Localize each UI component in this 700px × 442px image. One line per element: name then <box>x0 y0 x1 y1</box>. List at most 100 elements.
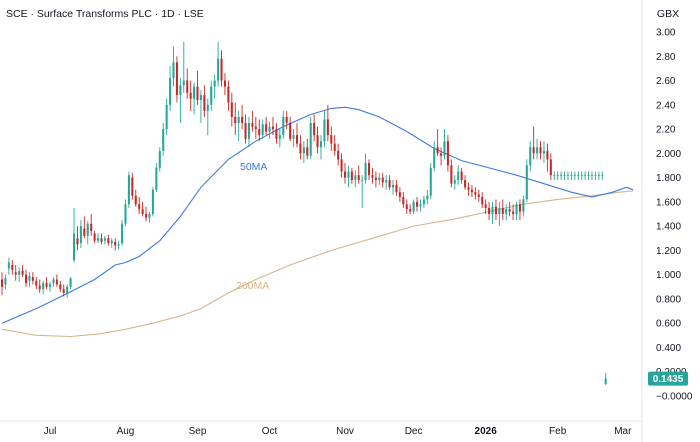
candle <box>18 267 21 282</box>
candle-body <box>347 171 350 178</box>
candle-body <box>162 129 165 151</box>
candle-body <box>316 135 319 148</box>
candle-body <box>484 204 487 208</box>
candle-body <box>261 124 264 136</box>
candle <box>566 171 569 181</box>
candle-body <box>199 95 202 100</box>
candle <box>309 116 312 160</box>
candle <box>213 74 216 99</box>
candle <box>402 192 405 208</box>
candle <box>38 279 41 293</box>
candle <box>234 102 237 136</box>
candle-body <box>340 159 343 172</box>
candle-body <box>416 201 419 207</box>
x-tick-label: 2026 <box>475 426 498 437</box>
candle-body <box>343 171 347 178</box>
candle <box>429 163 432 200</box>
candle-body <box>453 180 456 184</box>
candle <box>371 167 374 184</box>
candle-body <box>265 124 268 132</box>
candle <box>381 172 384 188</box>
candle <box>292 129 295 148</box>
candle-body <box>378 177 381 181</box>
candle-body <box>429 167 432 196</box>
candle-body <box>62 289 65 293</box>
candle-body <box>127 175 130 205</box>
candle-body <box>28 275 31 281</box>
ma50-line <box>1 106 634 324</box>
candle <box>141 201 144 217</box>
candle <box>446 135 449 172</box>
candle <box>241 104 244 130</box>
candle <box>433 141 436 172</box>
candle <box>124 199 127 227</box>
candle <box>210 80 213 111</box>
candle-body <box>309 123 312 156</box>
candle-body <box>21 271 24 275</box>
candle-body <box>114 241 117 246</box>
candle <box>220 50 223 87</box>
candle <box>110 238 113 248</box>
candle <box>536 138 539 160</box>
candle-body <box>460 171 463 181</box>
candle-body <box>573 175 576 176</box>
y-tick-label: 2.000 <box>656 149 681 160</box>
candle <box>515 201 518 221</box>
candle <box>477 189 480 202</box>
candle-body <box>158 150 161 168</box>
candle <box>97 233 100 244</box>
candle <box>525 159 528 202</box>
candle-body <box>251 123 254 127</box>
candle-body <box>560 175 563 176</box>
candle-body <box>79 226 82 244</box>
candle <box>464 175 467 190</box>
candle <box>374 171 377 188</box>
candle <box>532 126 535 160</box>
candle-body <box>498 207 501 214</box>
candle-body <box>470 189 473 193</box>
candle <box>494 199 497 221</box>
candle-body <box>35 280 38 286</box>
candle-body <box>409 209 412 212</box>
candle <box>35 277 38 290</box>
y-tick-label: 2.80 <box>656 52 676 63</box>
candle-body <box>148 214 151 218</box>
candle <box>522 195 525 217</box>
candle-body <box>361 180 364 181</box>
candle-body <box>134 195 137 205</box>
candle-body <box>31 277 34 281</box>
candle <box>193 82 196 115</box>
candle-body <box>73 233 76 261</box>
candle-body <box>124 204 127 224</box>
candle <box>357 165 360 184</box>
candle <box>453 175 456 190</box>
candle <box>182 41 185 93</box>
candle-body <box>584 175 587 176</box>
candle-body <box>289 123 292 139</box>
ma200-line <box>1 190 634 338</box>
candle-body <box>48 284 52 287</box>
candle-body <box>83 228 86 236</box>
candle <box>282 110 285 139</box>
candle <box>131 172 134 200</box>
candle <box>364 153 367 184</box>
candle <box>505 204 508 221</box>
candle <box>426 189 429 205</box>
candle-body <box>577 175 580 176</box>
candle <box>450 159 453 188</box>
candle <box>313 114 316 142</box>
candle <box>179 78 182 123</box>
candle <box>347 165 350 188</box>
candle <box>529 141 532 172</box>
candle <box>45 277 48 290</box>
y-tick-label: 1.400 <box>656 222 681 233</box>
candle <box>604 372 607 386</box>
candle-body <box>405 204 408 210</box>
candle <box>337 143 340 166</box>
candle <box>333 135 336 156</box>
candle-body <box>556 175 559 176</box>
candle <box>392 180 395 195</box>
candle <box>319 135 323 160</box>
candle-body <box>357 175 360 181</box>
